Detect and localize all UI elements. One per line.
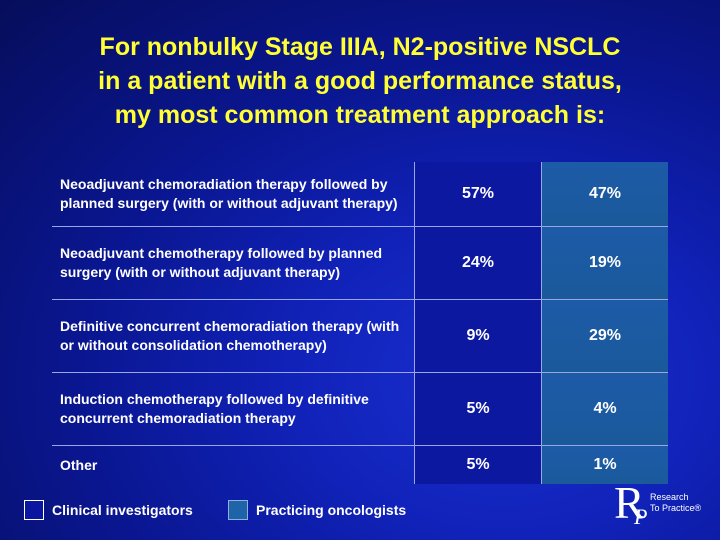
row-label: Other: [60, 456, 98, 473]
table-row: Neoadjuvant chemotherapy followed by pla…: [52, 226, 668, 300]
practicing-swatch: [228, 500, 248, 520]
legend-clinical-label: Clinical investigators: [52, 502, 193, 518]
row-label: Induction chemotherapy followed by defin…: [52, 372, 415, 446]
practicing-value: 1%: [541, 445, 668, 484]
clinical-value: 5%: [414, 372, 542, 446]
clinical-value: 57%: [414, 162, 542, 227]
legend-practicing-label: Practicing oncologists: [256, 502, 407, 518]
slide-title: For nonbulky Stage IIIA, N2-positive NSC…: [20, 30, 700, 132]
clinical-swatch: [24, 500, 44, 520]
table-row: Other 5% 1%: [52, 445, 668, 484]
logo-letter-p: P: [634, 504, 648, 529]
clinical-value: 24%: [414, 226, 542, 300]
row-label: Neoadjuvant chemotherapy followed by pla…: [52, 226, 415, 300]
logo-text-line-1: Research: [650, 492, 689, 502]
practicing-value: 47%: [541, 162, 668, 227]
logo-letter-r: R: [614, 477, 645, 528]
clinical-value: 5%: [414, 445, 542, 484]
legend-practicing: Practicing oncologists: [228, 500, 406, 520]
title-line-1: For nonbulky Stage IIIA, N2-positive NSC…: [99, 33, 621, 61]
table-row: Induction chemotherapy followed by defin…: [52, 372, 668, 446]
table-row: Neoadjuvant chemoradiation therapy follo…: [52, 162, 668, 227]
row-label: Definitive concurrent chemoradiation the…: [52, 299, 415, 373]
practicing-value: 19%: [541, 226, 668, 300]
title-line-2: in a patient with a good performance sta…: [98, 67, 622, 95]
logo-text-line-2: To Practice®: [650, 503, 702, 513]
table-row: Definitive concurrent chemoradiation the…: [52, 299, 668, 373]
practicing-value: 29%: [541, 299, 668, 373]
practicing-value: 4%: [541, 372, 668, 446]
title-line-3: my most common treatment approach is:: [114, 101, 606, 129]
clinical-value: 9%: [414, 299, 542, 373]
results-table: Neoadjuvant chemoradiation therapy follo…: [52, 162, 668, 484]
legend-clinical: Clinical investigators: [24, 500, 193, 520]
research-to-practice-logo: R P Research To Practice®: [614, 478, 714, 534]
row-label: Neoadjuvant chemoradiation therapy follo…: [52, 162, 415, 227]
